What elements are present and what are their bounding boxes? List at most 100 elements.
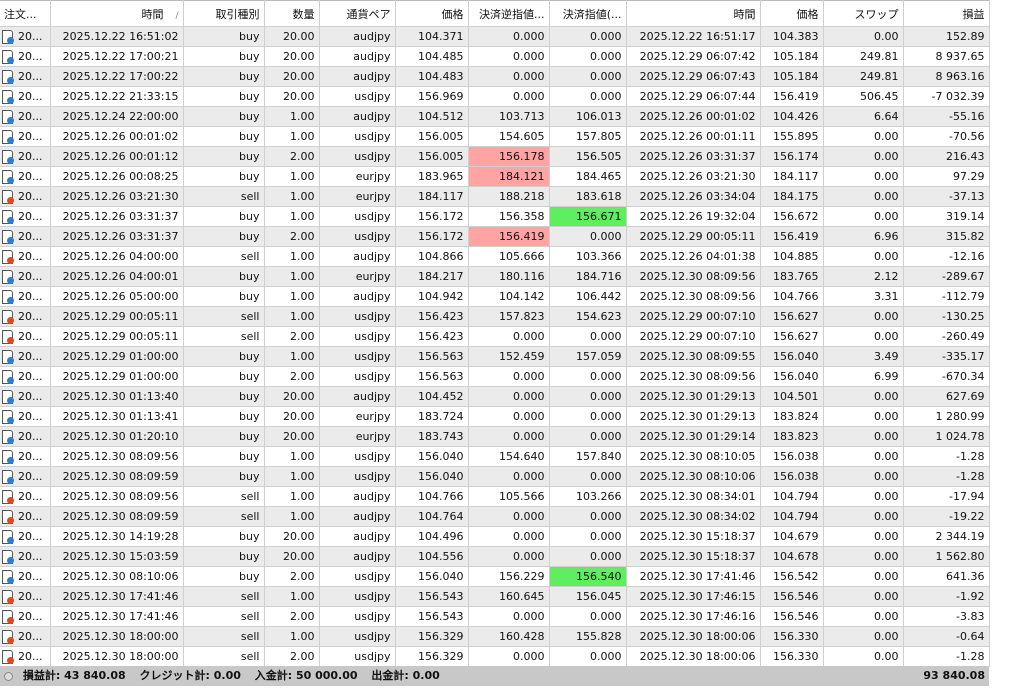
buy-order-icon: [2, 89, 14, 104]
table-row[interactable]: 20... 2025.12.26 03:31:37 buy 1.00 usdjpy 156…: [0, 206, 990, 227]
table-row[interactable]: 20... 2025.12.30 08:09:59 sell 1.00 audjpy 10…: [0, 506, 990, 527]
table-row[interactable]: 20... 2025.12.30 17:41:46 sell 1.00 usdjpy 15…: [0, 586, 990, 607]
table-row[interactable]: 20... 2025.12.30 01:13:41 buy 20.00 eurjpy 18…: [0, 406, 990, 427]
cell-close-price: 184.117: [760, 166, 824, 187]
table-row[interactable]: 20... 2025.12.26 03:21:30 sell 1.00 eurjpy 18…: [0, 186, 990, 207]
order-id: 20...: [18, 29, 43, 43]
col-header-stop-loss[interactable]: 決済逆指値...: [468, 0, 550, 27]
col-header-open-price[interactable]: 価格: [395, 0, 469, 27]
cell-open-time: 2025.12.30 15:03:59: [50, 546, 184, 567]
cell-volume: 20.00: [264, 26, 320, 47]
order-id: 20...: [18, 209, 43, 223]
cell-stop-loss: 0.000: [468, 526, 550, 547]
col-header-profit[interactable]: 損益: [903, 0, 990, 27]
table-row[interactable]: 20... 2025.12.29 00:05:11 sell 1.00 usdjpy 15…: [0, 306, 990, 327]
order-id: 20...: [18, 269, 43, 283]
table-row[interactable]: 20... 2025.12.30 01:13:40 buy 20.00 audjpy 10…: [0, 386, 990, 407]
cell-close-time: 2025.12.29 06:07:44: [626, 86, 761, 107]
cell-symbol: audjpy: [319, 106, 396, 127]
cell-volume: 20.00: [264, 66, 320, 87]
col-header-swap[interactable]: スワップ: [823, 0, 904, 27]
summary-bar: 損益計: 43 840.08 クレジット計: 0.00 入金計: 50 000.…: [0, 666, 989, 686]
cell-close-price: 104.794: [760, 486, 824, 507]
cell-swap: 0.00: [823, 426, 904, 447]
cell-type: sell: [183, 626, 265, 647]
cell-close-price: 156.330: [760, 626, 824, 647]
table-row[interactable]: 20... 2025.12.29 00:05:11 sell 2.00 usdjpy 15…: [0, 326, 990, 347]
cell-symbol: usdjpy: [319, 206, 396, 227]
cell-stop-loss: 0.000: [468, 86, 550, 107]
cell-open-price: 183.724: [395, 406, 469, 427]
cell-profit: -55.16: [903, 106, 990, 127]
table-row[interactable]: 20... 2025.12.26 03:31:37 buy 2.00 usdjpy 156…: [0, 226, 990, 247]
cell-volume: 1.00: [264, 126, 320, 147]
col-header-take-profit[interactable]: 決済指値(...: [549, 0, 627, 27]
col-header-close-price[interactable]: 価格: [760, 0, 824, 27]
col-header-close-time[interactable]: 時間: [626, 0, 761, 27]
total-credit: クレジット計: 0.00: [139, 669, 241, 682]
cell-symbol: audjpy: [319, 66, 396, 87]
cell-stop-loss: 0.000: [468, 466, 550, 487]
cell-close-price: 105.184: [760, 66, 824, 87]
cell-profit: 2 344.19: [903, 526, 990, 547]
table-row[interactable]: 20... 2025.12.24 22:00:00 buy 1.00 audjpy 104…: [0, 106, 990, 127]
cell-close-time: 2025.12.30 17:46:16: [626, 606, 761, 627]
table-row[interactable]: 20... 2025.12.29 01:00:00 buy 1.00 usdjpy 156…: [0, 346, 990, 367]
cell-symbol: usdjpy: [319, 446, 396, 467]
cell-close-time: 2025.12.29 00:07:10: [626, 326, 761, 347]
cell-profit: -70.56: [903, 126, 990, 147]
col-header-order[interactable]: 注文...: [0, 0, 51, 27]
table-row[interactable]: 20... 2025.12.26 00:01:02 buy 1.00 usdjpy 156…: [0, 126, 990, 147]
cell-open-price: 104.371: [395, 26, 469, 47]
cell-stop-loss: 184.121: [468, 166, 550, 187]
table-row[interactable]: 20... 2025.12.30 01:20:10 buy 20.00 eurjpy 18…: [0, 426, 990, 447]
cell-open-price: 156.563: [395, 346, 469, 367]
col-header-symbol[interactable]: 通貨ペア: [319, 0, 396, 27]
table-row[interactable]: 20... 2025.12.26 04:00:00 sell 1.00 audjpy 10…: [0, 246, 990, 267]
col-header-type[interactable]: 取引種別: [183, 0, 265, 27]
table-row[interactable]: 20... 2025.12.30 08:09:59 buy 1.00 usdjpy 156…: [0, 466, 990, 487]
cell-close-price: 183.765: [760, 266, 824, 287]
table-row[interactable]: 20... 2025.12.26 05:00:00 buy 1.00 audjpy 104…: [0, 286, 990, 307]
cell-open-price: 156.329: [395, 646, 469, 667]
table-row[interactable]: 20... 2025.12.30 08:10:06 buy 2.00 usdjpy 156…: [0, 566, 990, 587]
cell-symbol: usdjpy: [319, 366, 396, 387]
buy-order-icon: [2, 529, 14, 544]
table-row[interactable]: 20... 2025.12.29 01:00:00 buy 2.00 usdjpy 156…: [0, 366, 990, 387]
table-row[interactable]: 20... 2025.12.22 17:00:22 buy 20.00 audjpy 10…: [0, 66, 990, 87]
table-row[interactable]: 20... 2025.12.26 04:00:01 buy 1.00 eurjpy 184…: [0, 266, 990, 287]
cell-close-price: 156.627: [760, 326, 824, 347]
table-row[interactable]: 20... 2025.12.30 18:00:00 sell 1.00 usdjpy 15…: [0, 626, 990, 647]
cell-open-time: 2025.12.26 00:01:12: [50, 146, 184, 167]
table-row[interactable]: 20... 2025.12.26 00:08:25 buy 1.00 eurjpy 183…: [0, 166, 990, 187]
table-row[interactable]: 20... 2025.12.26 00:01:12 buy 2.00 usdjpy 156…: [0, 146, 990, 167]
cell-symbol: audjpy: [319, 546, 396, 567]
cell-symbol: usdjpy: [319, 566, 396, 587]
table-row[interactable]: 20... 2025.12.22 16:51:02 buy 20.00 audjpy 10…: [0, 26, 990, 47]
table-row[interactable]: 20... 2025.12.30 08:09:56 sell 1.00 audjpy 10…: [0, 486, 990, 507]
table-row[interactable]: 20... 2025.12.30 18:00:00 sell 2.00 usdjpy 15…: [0, 646, 990, 667]
summary-radio-icon: [4, 671, 13, 681]
cell-order: 20...: [0, 486, 51, 507]
table-row[interactable]: 20... 2025.12.30 14:19:28 buy 20.00 audjpy 10…: [0, 526, 990, 547]
cell-volume: 2.00: [264, 226, 320, 247]
cell-swap: 0.00: [823, 506, 904, 527]
table-row[interactable]: 20... 2025.12.30 15:03:59 buy 20.00 audjpy 10…: [0, 546, 990, 567]
cell-volume: 2.00: [264, 146, 320, 167]
col-header-open-time[interactable]: 時間 /: [50, 0, 184, 27]
cell-close-time: 2025.12.30 17:41:46: [626, 566, 761, 587]
table-row[interactable]: 20... 2025.12.30 08:09:56 buy 1.00 usdjpy 156…: [0, 446, 990, 467]
cell-volume: 1.00: [264, 626, 320, 647]
col-header-volume[interactable]: 数量: [264, 0, 320, 27]
cell-volume: 20.00: [264, 426, 320, 447]
table-row[interactable]: 20... 2025.12.22 21:33:15 buy 20.00 usdjpy 15…: [0, 86, 990, 107]
sell-order-icon: [2, 189, 14, 204]
cell-close-price: 184.175: [760, 186, 824, 207]
buy-order-icon: [2, 429, 14, 444]
table-row[interactable]: 20... 2025.12.22 17:00:21 buy 20.00 audjpy 10…: [0, 46, 990, 67]
table-row[interactable]: 20... 2025.12.30 17:41:46 sell 2.00 usdjpy 15…: [0, 606, 990, 627]
cell-close-time: 2025.12.29 00:07:10: [626, 306, 761, 327]
cell-profit: -1.92: [903, 586, 990, 607]
cell-type: sell: [183, 306, 265, 327]
cell-open-price: 156.172: [395, 206, 469, 227]
